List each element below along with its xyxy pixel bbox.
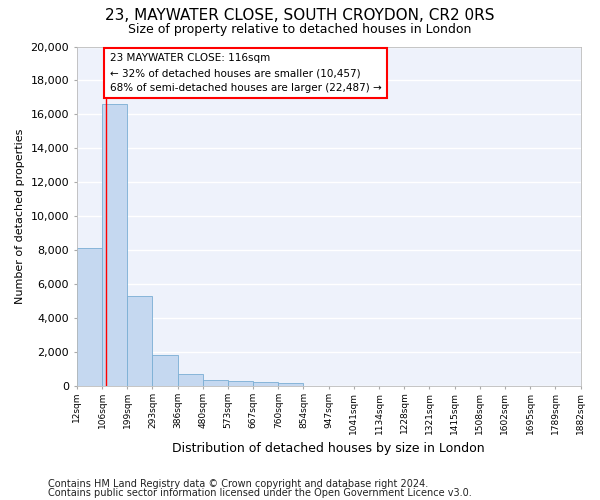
Bar xyxy=(253,382,278,386)
Bar xyxy=(278,384,304,386)
Text: 23, MAYWATER CLOSE, SOUTH CROYDON, CR2 0RS: 23, MAYWATER CLOSE, SOUTH CROYDON, CR2 0… xyxy=(105,8,495,22)
Text: Contains HM Land Registry data © Crown copyright and database right 2024.: Contains HM Land Registry data © Crown c… xyxy=(48,479,428,489)
Text: 23 MAYWATER CLOSE: 116sqm
← 32% of detached houses are smaller (10,457)
68% of s: 23 MAYWATER CLOSE: 116sqm ← 32% of detac… xyxy=(110,54,382,93)
X-axis label: Distribution of detached houses by size in London: Distribution of detached houses by size … xyxy=(172,442,485,455)
Bar xyxy=(152,354,178,386)
Bar xyxy=(102,104,127,386)
Text: Contains public sector information licensed under the Open Government Licence v3: Contains public sector information licen… xyxy=(48,488,472,498)
Bar xyxy=(77,248,102,386)
Bar xyxy=(228,381,253,386)
Bar xyxy=(127,296,152,386)
Y-axis label: Number of detached properties: Number of detached properties xyxy=(15,128,25,304)
Bar xyxy=(203,380,228,386)
Text: Size of property relative to detached houses in London: Size of property relative to detached ho… xyxy=(128,22,472,36)
Bar xyxy=(178,374,203,386)
